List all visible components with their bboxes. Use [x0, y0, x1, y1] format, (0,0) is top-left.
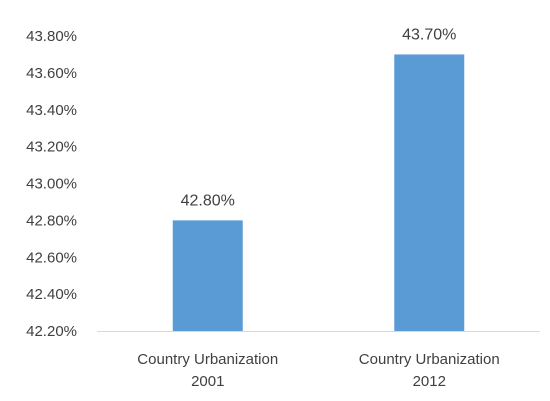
y-tick-label: 43.00% [26, 176, 77, 193]
y-tick-label: 42.60% [26, 249, 77, 266]
bars: 42.80% 43.70% [172, 26, 465, 331]
y-tick-label: 42.40% [26, 286, 77, 303]
bar [172, 220, 243, 331]
y-tick-label: 42.20% [26, 323, 77, 340]
bar [394, 54, 465, 331]
y-tick-label: 42.80% [26, 212, 77, 229]
x-category-label: 2012 [413, 373, 446, 390]
y-tick-label: 43.20% [26, 139, 77, 156]
y-tick-label: 43.60% [26, 65, 77, 82]
bar-data-label: 42.80% [181, 192, 235, 209]
y-tick-label: 43.40% [26, 102, 77, 119]
bar-data-label: 43.70% [402, 26, 456, 43]
y-tick-label: 43.80% [26, 28, 77, 45]
x-category-label: Country Urbanization [137, 351, 278, 368]
x-category-label: 2001 [191, 373, 224, 390]
x-category-label: Country Urbanization [359, 351, 500, 368]
y-axis: 42.20% 42.40% 42.60% 42.80% 43.00% 43.20% 43.4… [26, 28, 77, 340]
x-axis: Country Urbanization 2001 Country Urbaniza… [97, 331, 540, 390]
